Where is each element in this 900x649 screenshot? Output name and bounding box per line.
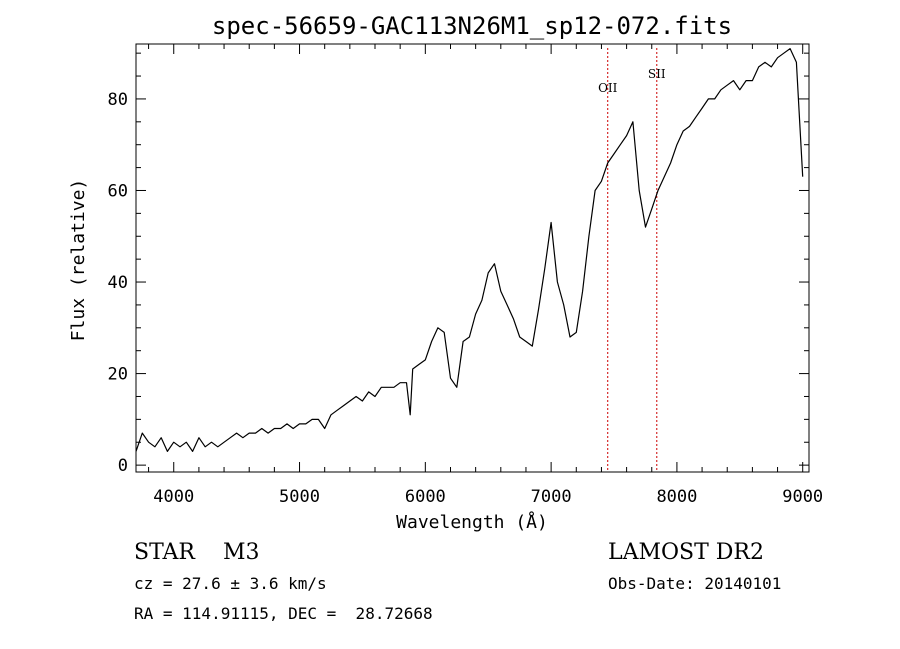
coordinates: RA = 114.91115, DEC = 28.72668 <box>134 604 433 623</box>
y-tick-label: 0 <box>118 456 128 476</box>
y-tick-label: 40 <box>108 273 128 293</box>
reference-label-oii: OII <box>598 81 618 95</box>
y-tick-label: 20 <box>108 365 128 385</box>
reference-lines: OII SII <box>598 48 666 472</box>
y-tick-label: 60 <box>108 181 128 201</box>
redshift-velocity: cz = 27.6 ± 3.6 km/s <box>134 574 327 593</box>
reference-label-sii: SII <box>648 67 666 81</box>
x-axis: 4000 5000 6000 7000 8000 9000 <box>148 44 823 507</box>
x-tick-label: 8000 <box>656 487 697 507</box>
y-axis-label: Flux (relative) <box>68 179 89 342</box>
obs-date: Obs-Date: 20140101 <box>608 574 782 593</box>
x-tick-label: 6000 <box>405 487 446 507</box>
x-tick-label: 9000 <box>782 487 823 507</box>
y-axis: 0 20 40 60 80 <box>108 52 809 476</box>
series-group <box>135 48 804 452</box>
spectrum-line <box>135 48 804 452</box>
chart-title: spec-56659-GAC113N26M1_sp12-072.fits <box>212 12 732 40</box>
plot-frame <box>135 43 810 473</box>
x-tick-label: 5000 <box>279 487 320 507</box>
object-class: STAR M3 <box>134 540 260 565</box>
x-tick-label: 7000 <box>531 487 572 507</box>
y-tick-label: 80 <box>108 90 128 110</box>
survey-name: LAMOST DR2 <box>608 540 764 565</box>
x-axis-label: Wavelength (Å) <box>396 511 548 533</box>
x-tick-label: 4000 <box>153 487 194 507</box>
